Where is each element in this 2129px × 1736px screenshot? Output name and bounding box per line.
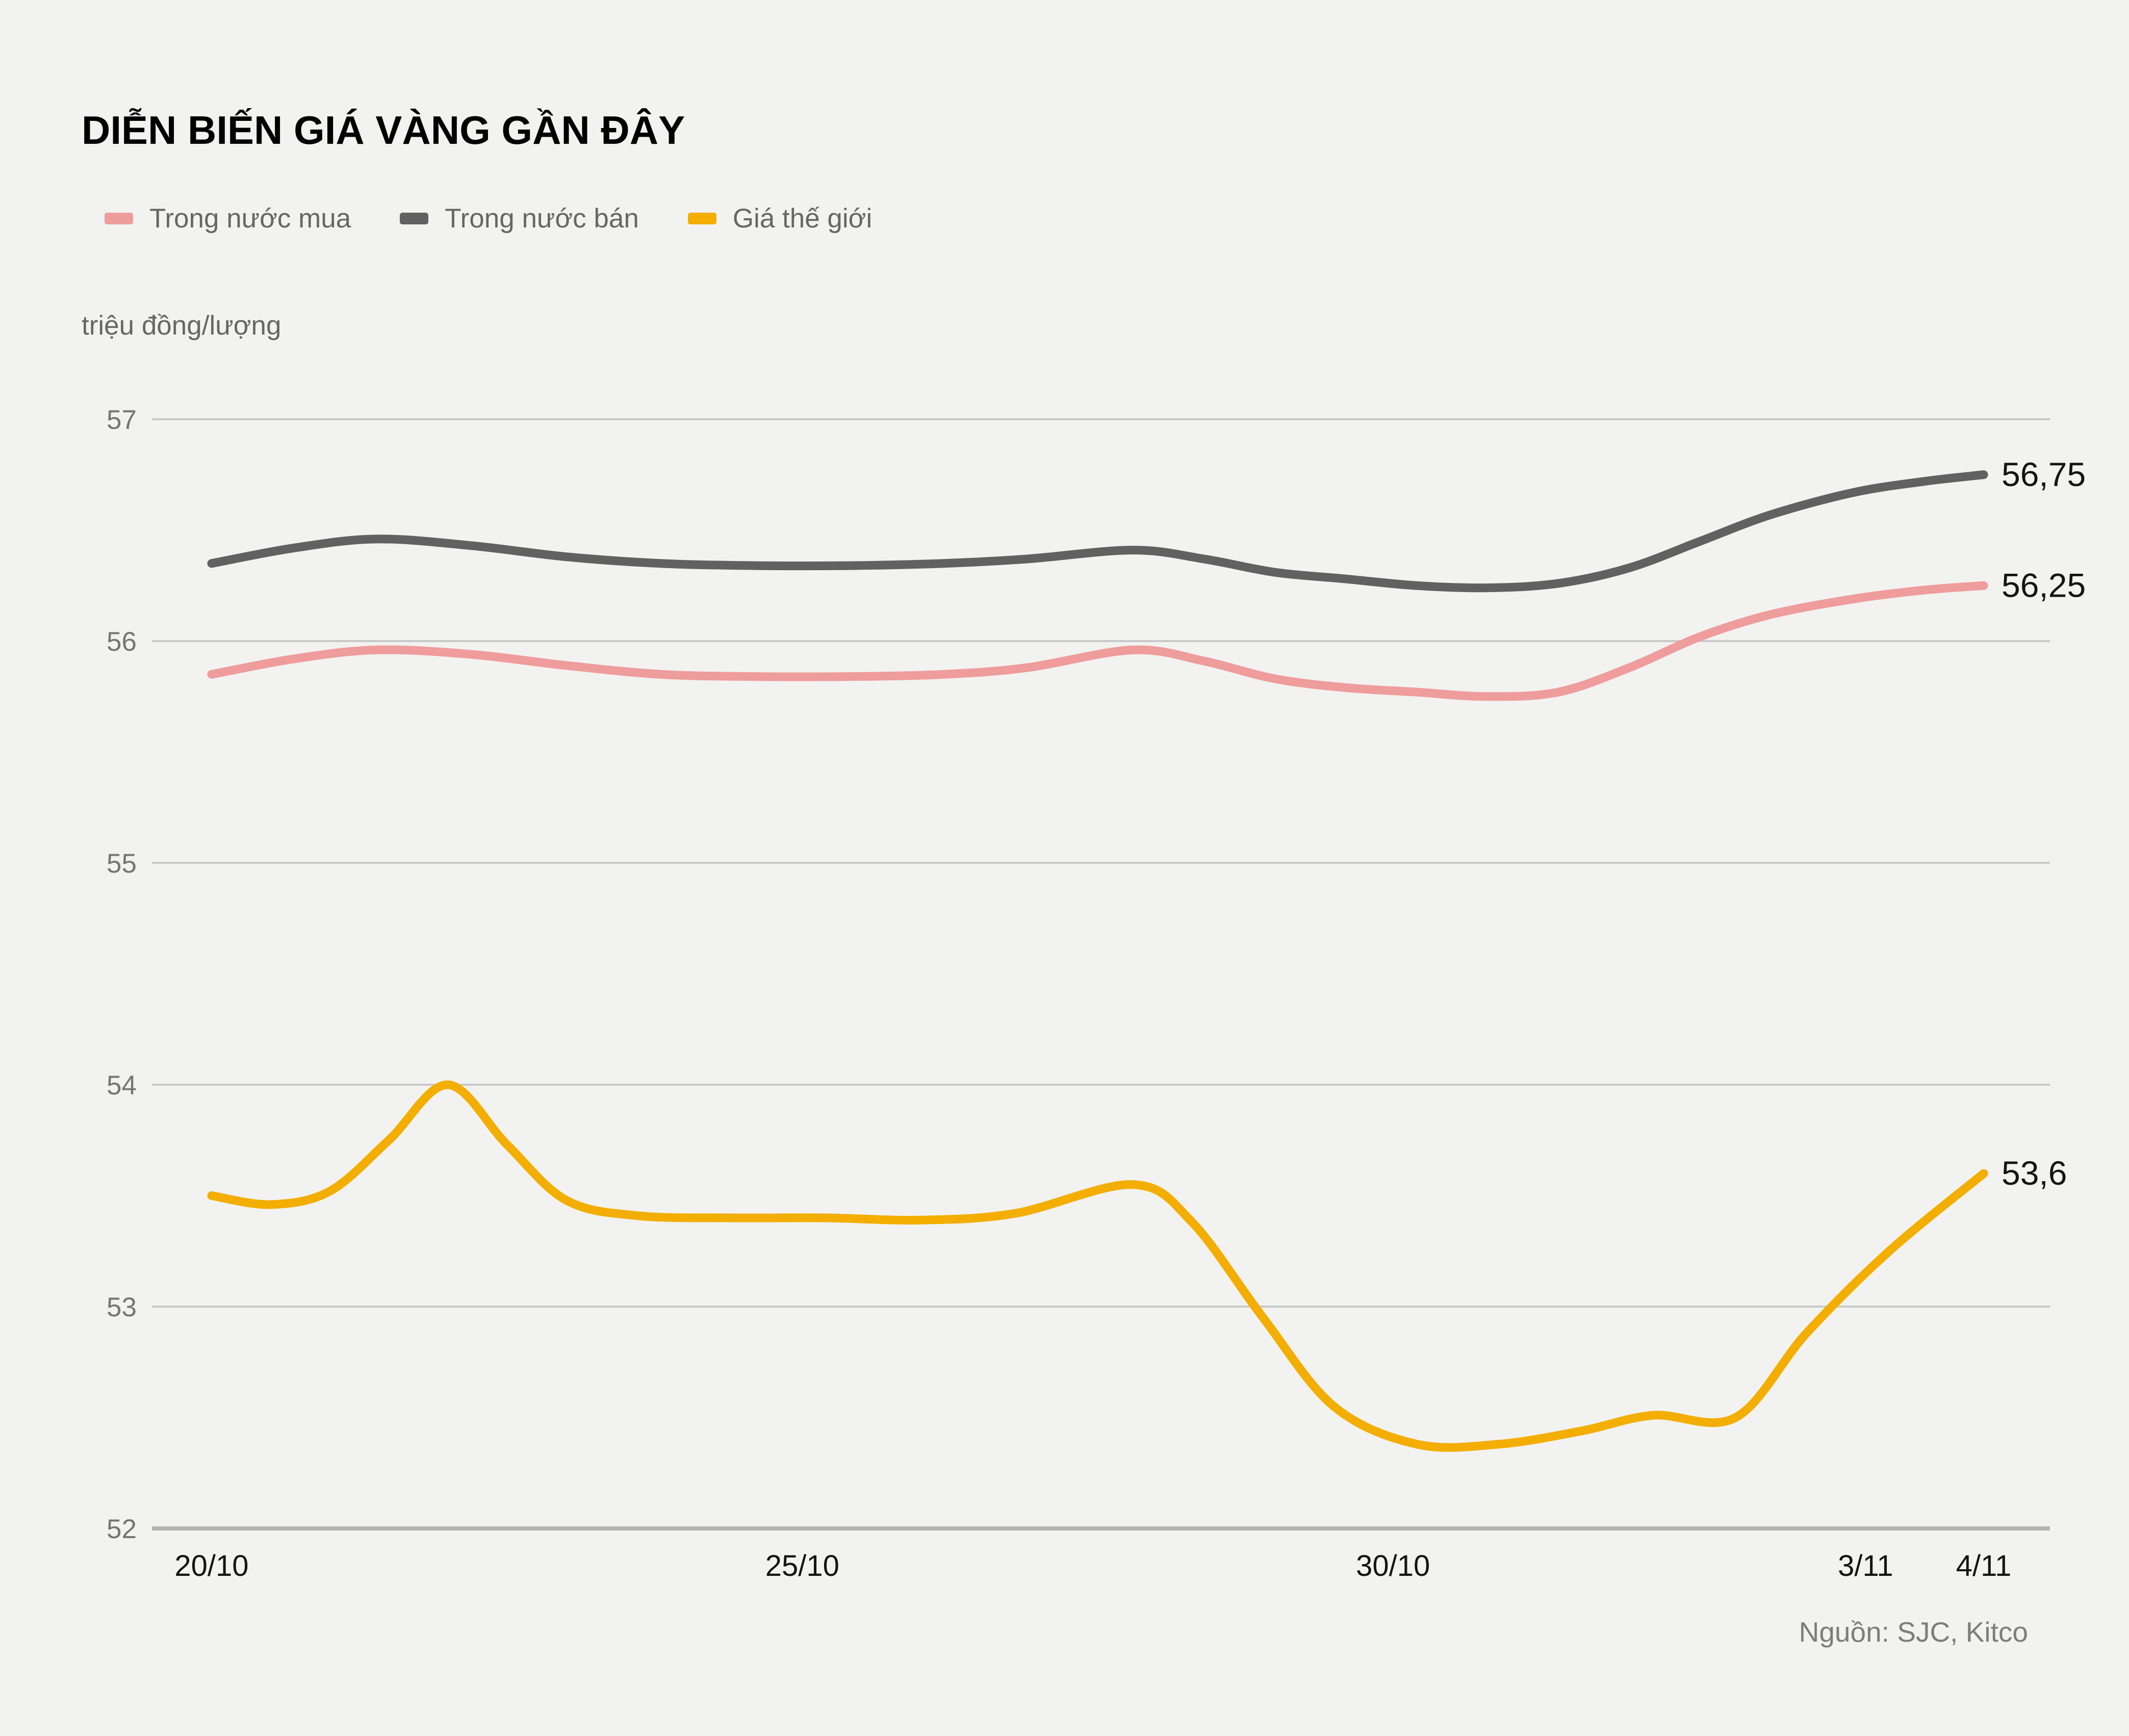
series-end-label-2: 53,6 bbox=[2002, 1154, 2067, 1192]
legend-item-gia-the-gioi: Giá thế giới bbox=[687, 203, 873, 234]
legend-item-trong-nuoc-mua: Trong nước mua bbox=[105, 203, 351, 234]
legend-label-ban: Trong nước bán bbox=[445, 203, 639, 234]
legend-swatch-ban bbox=[400, 213, 429, 224]
series-end-label-0: 56,75 bbox=[2002, 455, 2086, 493]
y-axis-unit-label: triệu đồng/lượng bbox=[82, 311, 281, 341]
series-end-label-1: 56,25 bbox=[2002, 566, 2086, 604]
legend-item-trong-nuoc-ban: Trong nước bán bbox=[400, 203, 639, 234]
page-title: DIỄN BIẾN GIÁ VÀNG GẦN ĐÂY bbox=[82, 108, 685, 153]
series-line-0-trong-nước-bán bbox=[207, 470, 1988, 593]
x-tick-label-4-11: 4/11 bbox=[1956, 1549, 2012, 1582]
legend-label-the-gioi: Giá thế giới bbox=[732, 203, 873, 234]
legend-swatch-mua bbox=[105, 213, 133, 224]
x-tick-label-25-10: 25/10 bbox=[765, 1549, 839, 1582]
series-line-2-giá-thế-giới bbox=[207, 1080, 1988, 1452]
y-tick-label-57: 57 bbox=[107, 405, 137, 435]
x-tick-label-3-11: 3/11 bbox=[1838, 1549, 1893, 1582]
y-tick-label-56: 56 bbox=[107, 627, 137, 657]
y-tick-label-55: 55 bbox=[107, 849, 137, 879]
legend-swatch-the-gioi bbox=[687, 213, 716, 224]
y-tick-label-53: 53 bbox=[107, 1292, 137, 1322]
legend: Trong nước mua Trong nước bán Giá thế gi… bbox=[105, 203, 872, 234]
x-tick-label-30-10: 30/10 bbox=[1356, 1549, 1430, 1582]
y-tick-label-52: 52 bbox=[107, 1514, 137, 1544]
x-tick-label-20-10: 20/10 bbox=[174, 1549, 248, 1582]
y-tick-label-54: 54 bbox=[107, 1070, 137, 1101]
source-credit: Nguồn: SJC, Kitco bbox=[1799, 1616, 2028, 1648]
series-line-1-trong-nước-mua bbox=[207, 581, 1988, 701]
legend-label-mua: Trong nước mua bbox=[149, 203, 351, 234]
